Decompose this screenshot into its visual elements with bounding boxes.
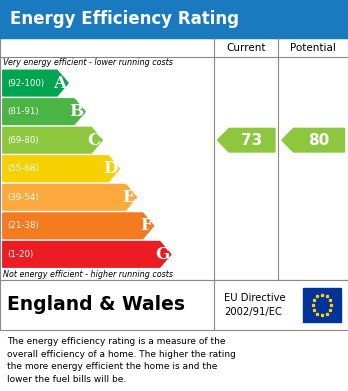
Polygon shape bbox=[3, 156, 119, 181]
Text: (81-91): (81-91) bbox=[7, 107, 39, 116]
Text: (21-38): (21-38) bbox=[7, 221, 39, 230]
Text: 80: 80 bbox=[308, 133, 330, 148]
Text: D: D bbox=[103, 160, 118, 177]
Bar bbox=[0, 38, 348, 280]
Polygon shape bbox=[3, 185, 136, 210]
Text: (69-80): (69-80) bbox=[7, 136, 39, 145]
Bar bbox=[0, 280, 348, 330]
Polygon shape bbox=[3, 99, 85, 124]
Text: F: F bbox=[140, 217, 152, 234]
Text: Energy Efficiency Rating: Energy Efficiency Rating bbox=[10, 10, 239, 28]
Text: Current: Current bbox=[227, 43, 266, 53]
Bar bbox=[303, 288, 341, 322]
Text: The energy efficiency rating is a measure of the
overall efficiency of a home. T: The energy efficiency rating is a measur… bbox=[7, 337, 236, 384]
Polygon shape bbox=[218, 128, 275, 152]
Text: A: A bbox=[53, 75, 66, 91]
Polygon shape bbox=[3, 242, 171, 267]
Bar bbox=[0, 0, 348, 38]
Text: Not energy efficient - higher running costs: Not energy efficient - higher running co… bbox=[3, 269, 174, 279]
Text: B: B bbox=[69, 103, 84, 120]
Text: Very energy efficient - lower running costs: Very energy efficient - lower running co… bbox=[3, 58, 173, 68]
Text: (55-68): (55-68) bbox=[7, 164, 39, 173]
Text: (92-100): (92-100) bbox=[7, 79, 44, 88]
Text: E: E bbox=[122, 189, 135, 206]
Text: (39-54): (39-54) bbox=[7, 193, 39, 202]
Text: Potential: Potential bbox=[290, 43, 336, 53]
Text: 73: 73 bbox=[242, 133, 263, 148]
Text: England & Wales: England & Wales bbox=[7, 296, 185, 314]
Polygon shape bbox=[3, 70, 68, 96]
Text: EU Directive
2002/91/EC: EU Directive 2002/91/EC bbox=[224, 293, 286, 317]
Text: G: G bbox=[155, 246, 169, 263]
Polygon shape bbox=[282, 128, 345, 152]
Text: (1-20): (1-20) bbox=[7, 250, 33, 259]
Polygon shape bbox=[3, 213, 154, 239]
Text: C: C bbox=[87, 132, 101, 149]
Polygon shape bbox=[3, 127, 102, 153]
